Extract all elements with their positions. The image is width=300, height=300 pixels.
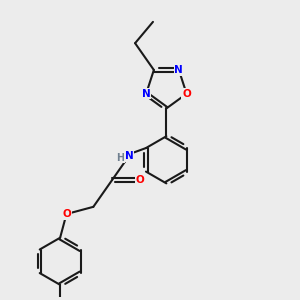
Text: N: N bbox=[124, 151, 134, 161]
Text: N: N bbox=[142, 89, 151, 99]
Text: O: O bbox=[62, 209, 71, 219]
Text: H: H bbox=[116, 152, 124, 163]
Text: O: O bbox=[136, 175, 144, 185]
Text: N: N bbox=[175, 65, 183, 75]
Text: O: O bbox=[182, 89, 191, 99]
